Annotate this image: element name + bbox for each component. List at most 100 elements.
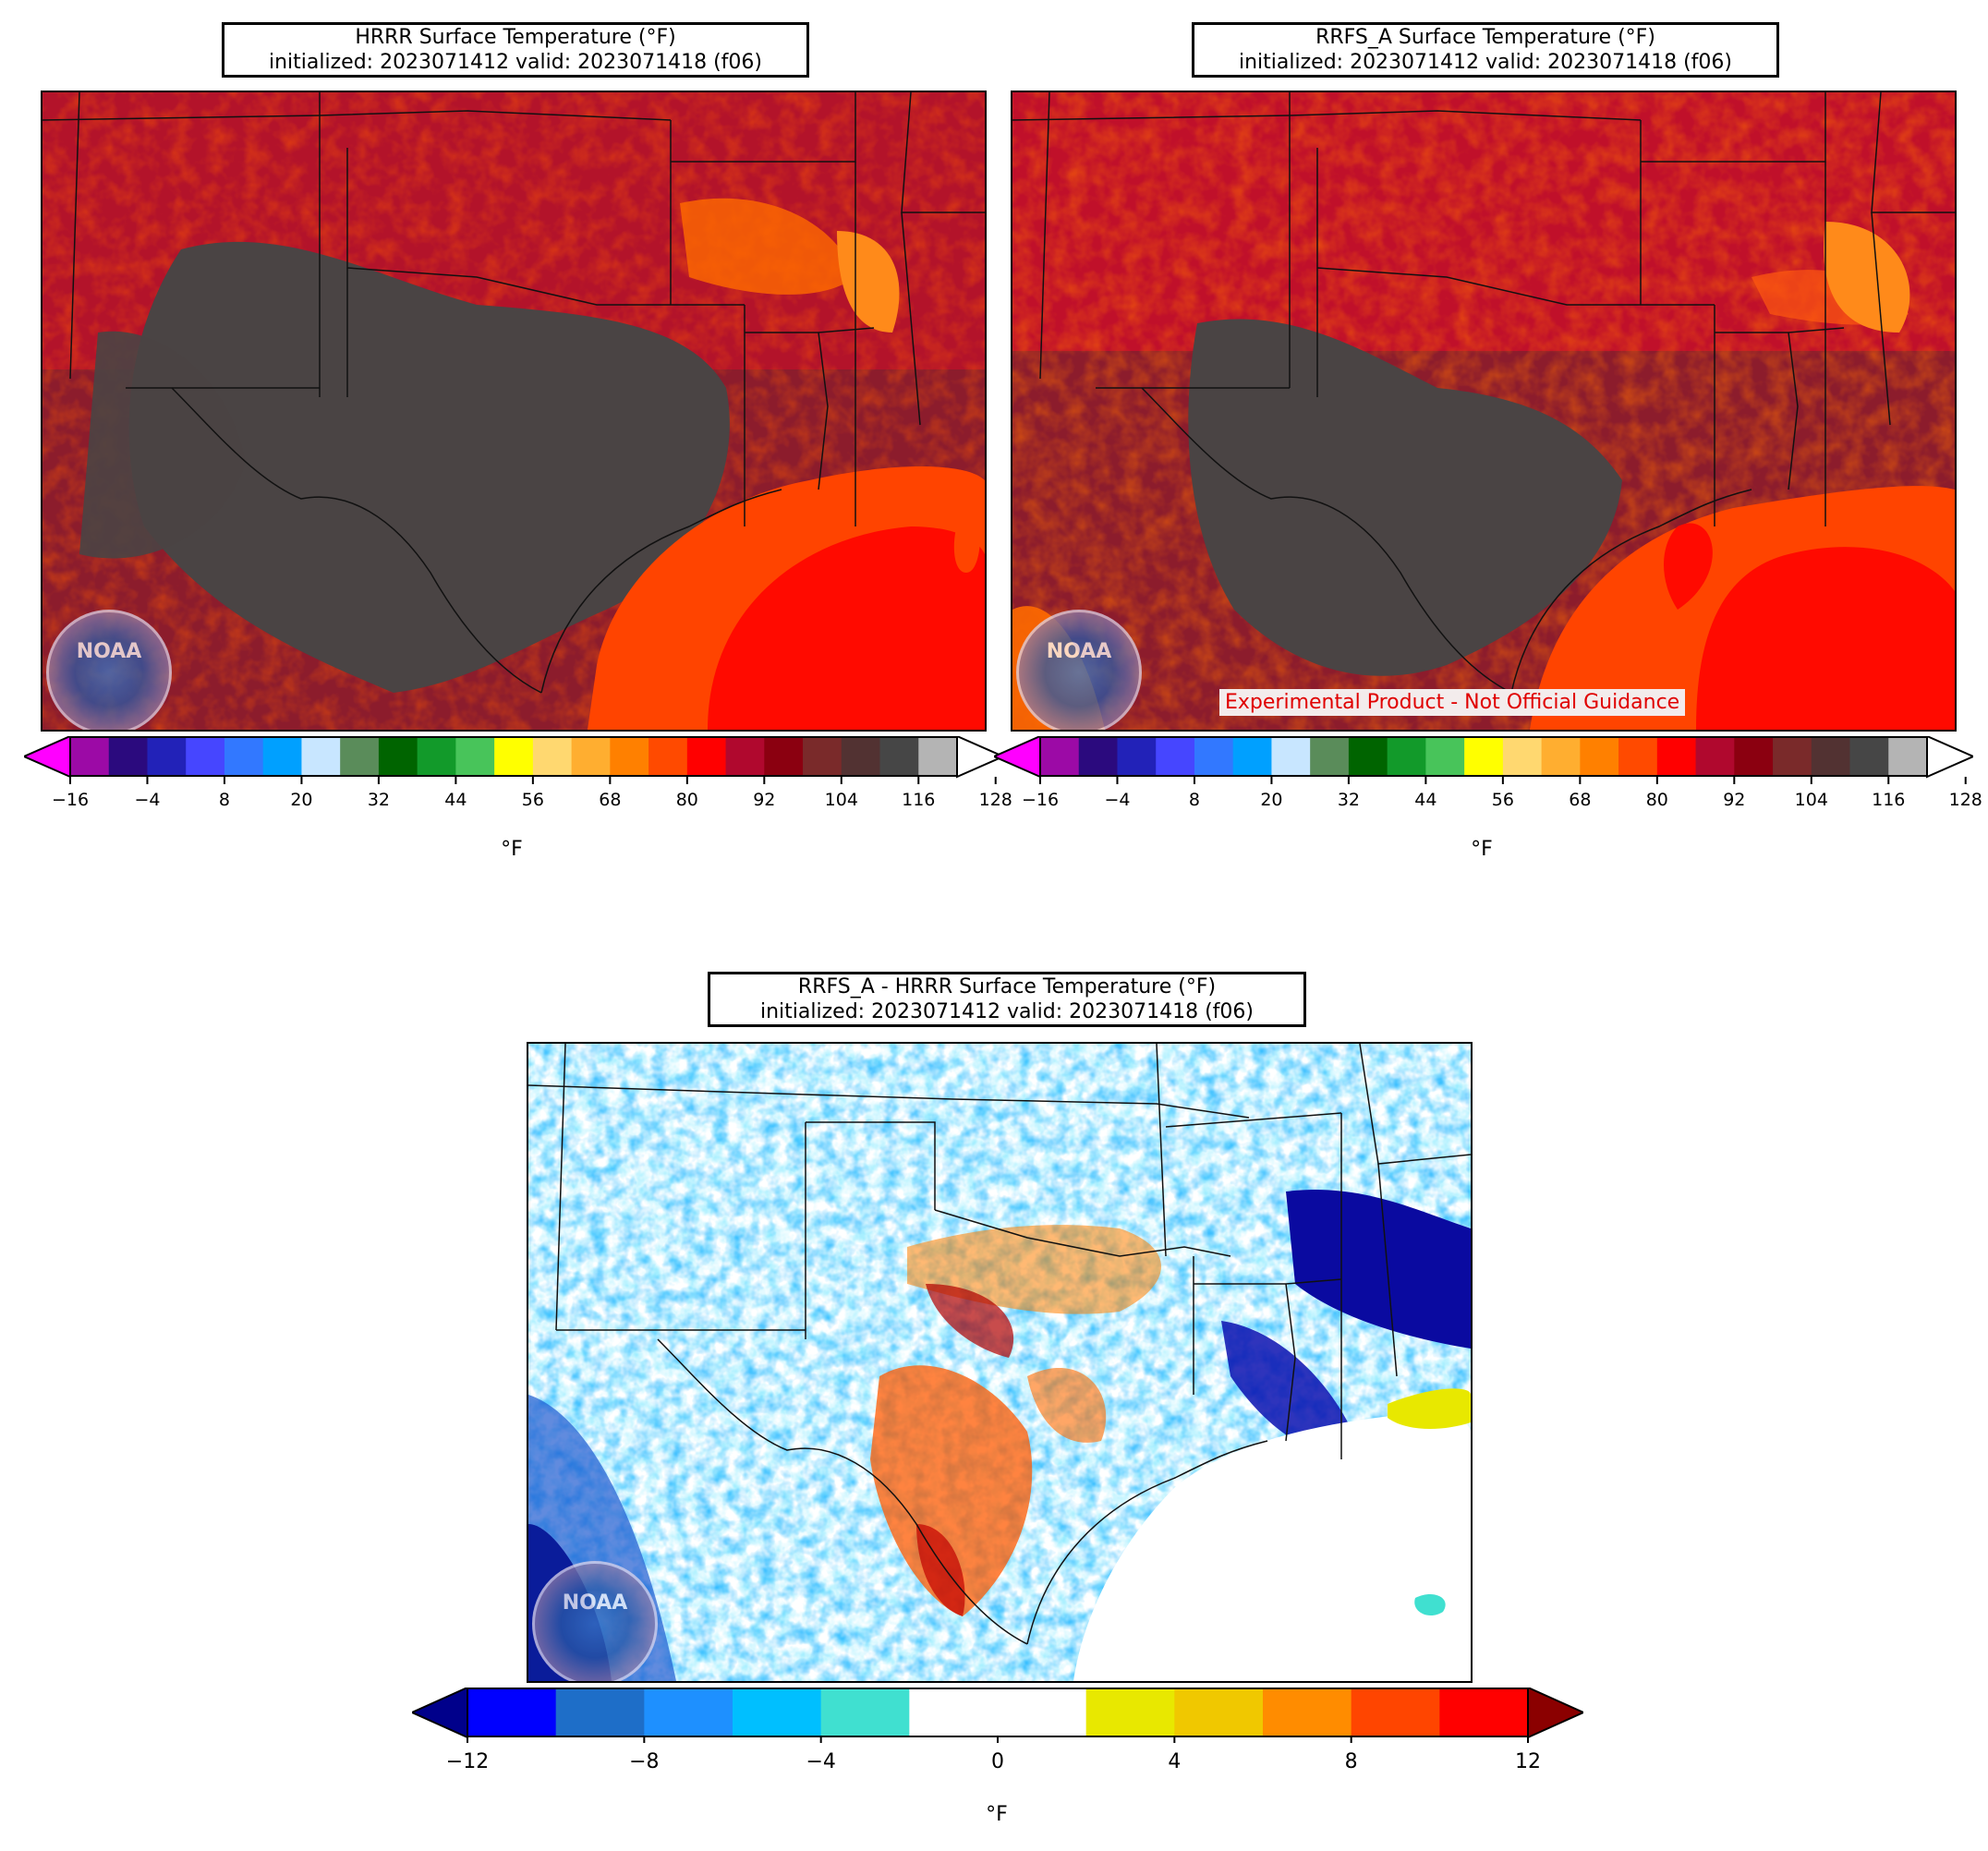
colorbar-segment	[1439, 1688, 1529, 1737]
colorbar-tick-label: 92	[753, 790, 776, 810]
colorbar-extend-low	[412, 1688, 468, 1739]
colorbar-segment	[1232, 736, 1272, 777]
colorbar-segment	[918, 736, 958, 777]
colorbar-segment	[1194, 736, 1234, 777]
colorbar-tick-label: 56	[1491, 790, 1514, 810]
colorbar-tick-label: −8	[629, 1750, 660, 1773]
colorbar-segment	[1502, 736, 1543, 777]
noaa-logo-text: NOAA	[1046, 640, 1112, 663]
colorbar-tick-label: 12	[1515, 1750, 1541, 1773]
colorbar-tick-label: 116	[1872, 790, 1906, 810]
rrfs-map: NOAA Experimental Product - Not Official…	[1011, 91, 1957, 732]
colorbar-outline	[1039, 736, 1928, 777]
colorbar-segment	[1888, 736, 1928, 777]
colorbar-tick-label: 8	[218, 790, 230, 810]
colorbar-segment	[879, 736, 919, 777]
colorbar-segment	[1263, 1688, 1352, 1737]
colorbar-tick-label: 128	[978, 790, 1012, 810]
colorbar-segment	[262, 736, 302, 777]
colorbar-segment	[644, 1688, 733, 1737]
colorbar-tick-label: 32	[367, 790, 390, 810]
colorbar-segment	[555, 1688, 645, 1737]
colorbar-tick-label: −4	[134, 790, 161, 810]
noaa-logo: NOAA	[46, 610, 172, 730]
colorbar-segment	[571, 736, 611, 777]
colorbar-tick-label: 8	[1344, 1750, 1358, 1773]
noaa-logo: NOAA	[1016, 610, 1142, 730]
colorbar-segment	[467, 1688, 557, 1737]
colorbar-tick-label: 44	[444, 790, 467, 810]
colorbar-segment	[610, 736, 649, 777]
colorbar-tick-label: 128	[1948, 790, 1982, 810]
colorbar-tick-label: −4	[1104, 790, 1131, 810]
colorbar-segment	[1156, 736, 1195, 777]
colorbar-segment	[1849, 736, 1889, 777]
colorbar-segment	[70, 736, 110, 777]
colorbar-segment	[1174, 1688, 1264, 1737]
colorbar-segment	[1117, 736, 1157, 777]
diff-colorbar	[412, 1688, 1583, 1743]
colorbar-tick-label: −12	[445, 1750, 490, 1773]
colorbar-outline	[467, 1688, 1529, 1737]
colorbar-segment	[1078, 736, 1118, 777]
colorbar-segment	[494, 736, 534, 777]
noaa-logo-text: NOAA	[562, 1591, 628, 1615]
colorbar-segment	[224, 736, 264, 777]
rrfs-title-line2: initialized: 2023071412 valid: 202307141…	[1239, 51, 1732, 74]
colorbar-segment	[147, 736, 187, 777]
colorbar-segment	[1656, 736, 1697, 777]
colorbar-segment	[649, 736, 688, 777]
diff-title: RRFS_A - HRRR Surface Temperature (°F) i…	[708, 972, 1306, 1027]
colorbar-segment	[909, 1688, 999, 1737]
colorbar-tick-label: 0	[991, 1750, 1004, 1773]
colorbar-segment	[1387, 736, 1426, 777]
colorbar-segment	[1734, 736, 1774, 777]
colorbar-segment	[1348, 736, 1388, 777]
colorbar-tick-label: 80	[1645, 790, 1668, 810]
colorbar-segment	[820, 1688, 910, 1737]
rrfs-title: RRFS_A Surface Temperature (°F) initiali…	[1192, 22, 1779, 78]
colorbar-segment	[686, 736, 727, 777]
hrrr-title: HRRR Surface Temperature (°F) initialize…	[222, 22, 809, 78]
colorbar-extend-low	[24, 736, 71, 779]
colorbar-tick-label: 32	[1337, 790, 1360, 810]
colorbar-segment	[1541, 736, 1581, 777]
colorbar-segment	[1425, 736, 1465, 777]
colorbar-segment	[1271, 736, 1311, 777]
colorbar-tick-label: 116	[902, 790, 936, 810]
colorbar-tick-label: 104	[1794, 790, 1828, 810]
colorbar-extend-high	[1926, 736, 1973, 779]
rrfs-colorbar	[994, 736, 1973, 784]
colorbar-segment	[378, 736, 418, 777]
colorbar-extend-high	[1527, 1688, 1583, 1739]
colorbar-segment	[1351, 1688, 1440, 1737]
diff-title-line2: initialized: 2023071412 valid: 202307141…	[760, 1000, 1254, 1023]
colorbar-segment	[1580, 736, 1619, 777]
hrrr-title-line1: HRRR Surface Temperature (°F)	[355, 26, 676, 49]
colorbar-segment	[725, 736, 765, 777]
hrrr-units-label: °F	[501, 838, 523, 861]
colorbar-tick-label: 4	[1168, 1750, 1182, 1773]
colorbar-segment	[998, 1688, 1087, 1737]
colorbar-extend-low	[994, 736, 1041, 779]
colorbar-segment	[1695, 736, 1735, 777]
colorbar-segment	[455, 736, 495, 777]
hrrr-title-line2: initialized: 2023071412 valid: 202307141…	[269, 51, 762, 74]
colorbar-segment	[1085, 1688, 1175, 1737]
colorbar-tick-label: −4	[806, 1750, 836, 1773]
colorbar-segment	[1811, 736, 1851, 777]
colorbar-tick-label: 20	[1260, 790, 1283, 810]
colorbar-tick-label: 8	[1188, 790, 1200, 810]
colorbar-outline	[69, 736, 958, 777]
colorbar-segment	[803, 736, 842, 777]
colorbar-segment	[841, 736, 881, 777]
noaa-logo-text: NOAA	[76, 640, 142, 663]
hrrr-map: NOAA	[41, 91, 987, 732]
colorbar-tick-label: 104	[824, 790, 858, 810]
hrrr-colorbar	[24, 736, 1003, 784]
colorbar-tick-label: 56	[521, 790, 544, 810]
diff-map: NOAA	[527, 1042, 1473, 1683]
noaa-logo: NOAA	[532, 1561, 658, 1681]
colorbar-tick-label: 68	[599, 790, 622, 810]
colorbar-segment	[186, 736, 225, 777]
